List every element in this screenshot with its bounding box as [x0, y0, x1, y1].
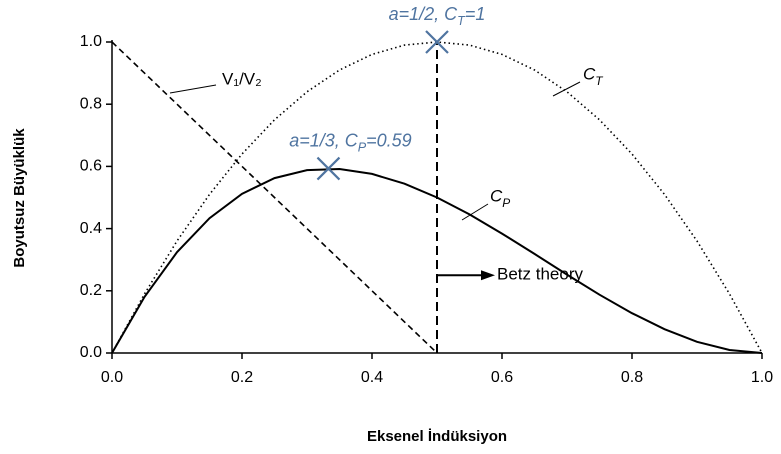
series-label: V₁/V₂	[222, 69, 262, 88]
x-tick-label: 1.0	[751, 369, 773, 386]
marker-label: a=1/3, CP=0.59	[289, 130, 412, 155]
x-tick-label: 0.2	[231, 369, 253, 386]
x-tick-label: 0.8	[621, 369, 643, 386]
betz-label: Betz theory	[497, 265, 583, 284]
y-axis-title: Boyutsuz Büyüklük	[11, 128, 28, 268]
series-line	[111, 41, 438, 354]
y-tick-label: 0.8	[80, 95, 102, 112]
y-tick-label: 0.4	[80, 220, 102, 237]
x-axis-title: Eksenel İndüksiyon	[367, 428, 507, 445]
x-tick-label: 0.4	[361, 369, 383, 386]
leader-line	[169, 84, 217, 94]
y-tick-label: 1.0	[80, 33, 102, 50]
series-line	[111, 41, 763, 354]
x-tick-label: 0.0	[101, 369, 123, 386]
series-label: CP	[490, 186, 510, 210]
leader-line	[461, 203, 489, 221]
x-tick-label: 0.6	[491, 369, 513, 386]
y-tick-label: 0.0	[80, 344, 102, 361]
y-tick-label: 0.2	[80, 282, 102, 299]
marker	[425, 30, 449, 54]
series-label: CT	[583, 64, 603, 88]
marker-label: a=1/2, CT=1	[389, 4, 486, 29]
marker	[316, 156, 341, 181]
y-tick-label: 0.6	[80, 158, 102, 175]
leader-line	[552, 81, 581, 97]
betz-arrowhead	[481, 270, 495, 281]
